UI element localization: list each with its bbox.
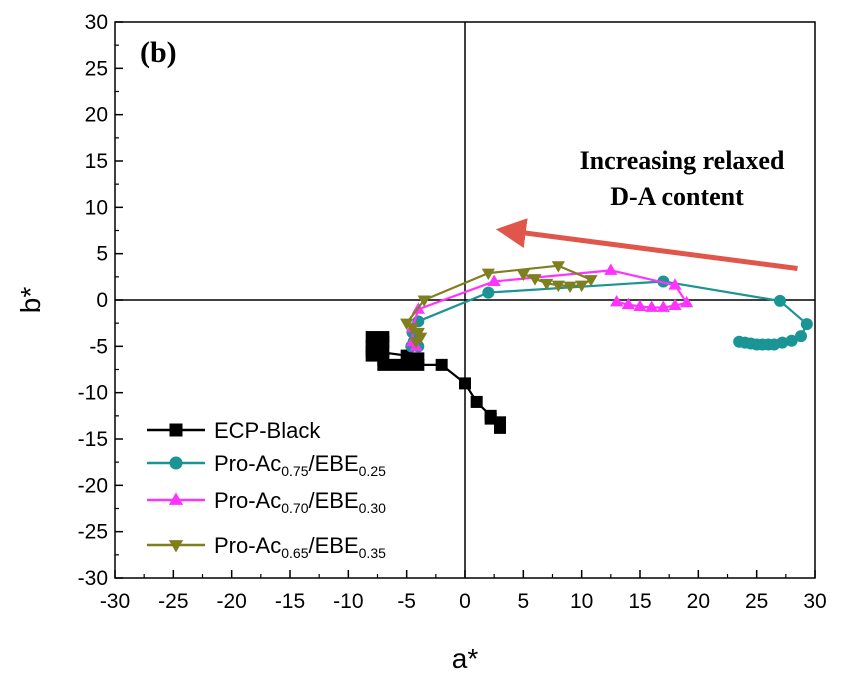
series-layer xyxy=(365,261,813,434)
x-tick-labels: -30 -25 -20 -15 -10 -5 0 5 10 15 20 25 30 xyxy=(100,590,827,613)
data-point xyxy=(776,336,789,349)
data-point xyxy=(540,278,554,291)
data-point xyxy=(482,286,495,299)
data-point xyxy=(656,300,670,312)
data-point xyxy=(800,318,813,331)
x-tick-label: -15 xyxy=(275,590,305,613)
data-point xyxy=(668,298,682,311)
data-point xyxy=(680,295,694,308)
data-point xyxy=(409,337,423,349)
data-point xyxy=(487,274,501,286)
data-point xyxy=(377,354,390,367)
y-tick-label: 0 xyxy=(96,289,108,312)
series-4 xyxy=(400,261,598,349)
x-tick-label: 25 xyxy=(745,590,768,613)
data-point xyxy=(484,409,497,422)
y-tick-label: 5 xyxy=(96,243,108,266)
y-axis-title: b* xyxy=(15,287,46,314)
data-point xyxy=(481,268,495,281)
annotation-line-1: Increasing relaxed xyxy=(580,146,785,175)
data-point xyxy=(365,344,378,357)
y-tick-label: 15 xyxy=(85,150,108,173)
x-tick-label: 20 xyxy=(687,590,710,613)
data-point xyxy=(377,331,390,344)
x-tick-label: 5 xyxy=(517,590,529,613)
y-tick-label: -20 xyxy=(78,474,108,497)
legend-label: Pro-Ac0.75/EBE0.25 xyxy=(214,451,386,479)
data-point xyxy=(551,261,565,273)
data-point xyxy=(470,395,483,408)
legend-label: ECP-Black xyxy=(214,418,321,443)
x-tick-label: -5 xyxy=(397,590,416,613)
x-tick-label: 15 xyxy=(628,590,651,613)
x-tick-label: -25 xyxy=(158,590,188,613)
x-tick-label: 0 xyxy=(459,590,471,613)
data-point xyxy=(389,358,401,371)
zero-lines xyxy=(115,22,815,578)
legend: ECP-Black Pro-Ac0.75/EBE0.25 Pro-Ac0.70/EB… xyxy=(147,418,386,561)
data-point xyxy=(400,358,413,371)
panel-label: (b) xyxy=(140,36,177,69)
data-point xyxy=(417,295,431,307)
x-axis-title: a* xyxy=(452,643,479,674)
annotation-arrow xyxy=(495,218,798,271)
y-tick-label: 20 xyxy=(85,104,108,127)
data-point xyxy=(516,269,530,281)
series-2 xyxy=(405,275,813,353)
data-point xyxy=(365,331,378,344)
data-point xyxy=(795,330,807,343)
series-3 xyxy=(405,263,694,351)
data-point xyxy=(400,349,413,362)
data-point xyxy=(435,358,448,371)
y-tick-label: -5 xyxy=(89,335,108,358)
data-point xyxy=(604,263,618,275)
y-tick-label: -30 xyxy=(78,567,108,590)
y-tick-label: 25 xyxy=(85,57,108,80)
y-tick-labels: -30 -25 -20 -15 -10 -5 0 5 10 15 20 25 30 xyxy=(78,11,108,590)
x-tick-label: -10 xyxy=(333,590,363,613)
series-line xyxy=(370,335,502,428)
legend-marker xyxy=(169,423,183,437)
data-point xyxy=(459,377,471,390)
axis-ticks xyxy=(114,21,816,579)
y-tick-label: -15 xyxy=(78,428,108,451)
legend-marker xyxy=(168,492,184,505)
data-point xyxy=(645,300,659,312)
data-point xyxy=(412,352,425,365)
data-point xyxy=(774,294,786,307)
y-tick-label: 10 xyxy=(85,196,108,219)
data-point xyxy=(668,278,682,290)
y-tick-label: -10 xyxy=(78,382,108,405)
data-point xyxy=(377,344,390,357)
x-tick-label: 10 xyxy=(570,590,593,613)
legend-label: Pro-Ac0.65/EBE0.35 xyxy=(214,533,386,561)
data-point xyxy=(494,416,506,429)
data-point xyxy=(575,280,589,293)
data-point xyxy=(785,334,798,347)
legend-label: Pro-Ac0.70/EBE0.30 xyxy=(214,488,386,516)
series-1 xyxy=(365,331,506,434)
data-point xyxy=(584,275,598,287)
data-point xyxy=(551,280,565,293)
x-tick-label: 30 xyxy=(803,590,826,613)
legend-marker xyxy=(168,540,184,553)
legend-marker xyxy=(169,456,183,470)
data-point xyxy=(633,299,647,311)
x-tick-label: -30 xyxy=(100,590,130,613)
data-point xyxy=(621,297,635,310)
data-point xyxy=(563,281,577,293)
data-point xyxy=(528,274,542,286)
annotation-line-2: D-A content xyxy=(610,182,744,211)
y-tick-label: 30 xyxy=(85,11,108,34)
y-tick-label: -25 xyxy=(78,521,108,544)
x-tick-label: -20 xyxy=(216,590,246,613)
data-point xyxy=(610,294,624,307)
